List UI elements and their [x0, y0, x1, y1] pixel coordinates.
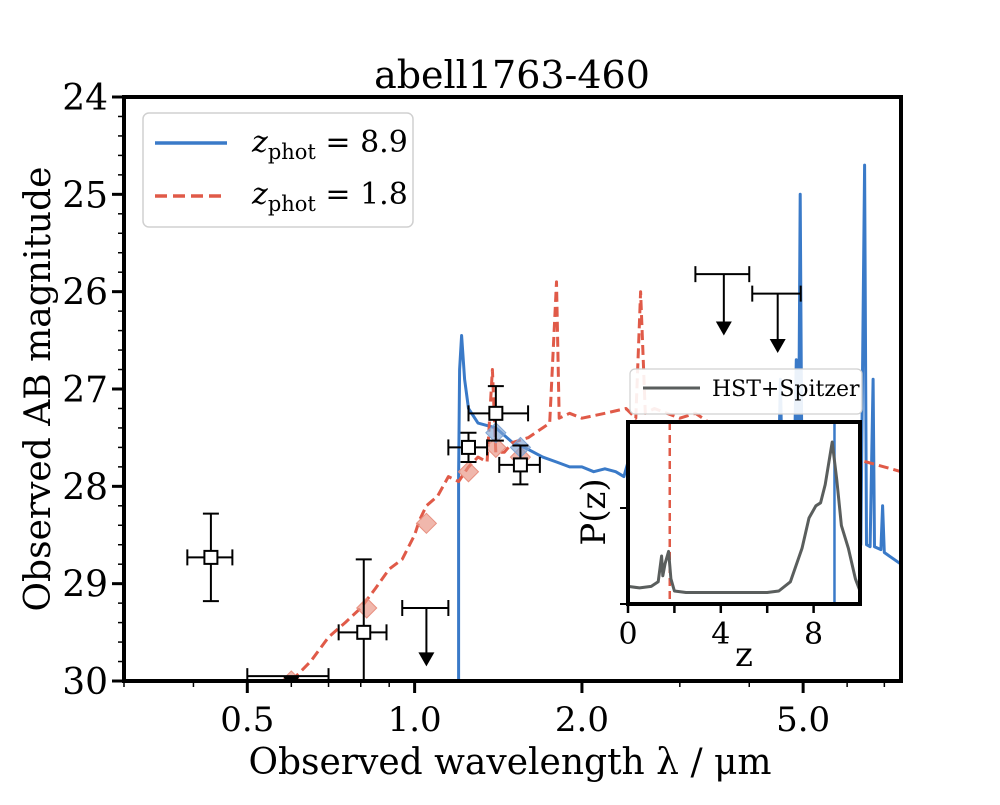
x-tick-label-2.0: 2.0 — [555, 700, 609, 740]
y-tick-label-26: 26 — [62, 273, 108, 314]
inset-frame — [626, 420, 862, 606]
model-phot-z1.8-4 — [485, 436, 507, 459]
observed-point-3 — [467, 385, 530, 442]
inset-x-tick-label-8: 8 — [804, 617, 823, 652]
y-tick-label-25: 25 — [62, 175, 108, 216]
model-phot-z1.8-1 — [356, 597, 378, 619]
legend-z8.9-suffix: = 8.9 — [316, 125, 408, 160]
y-tick-label-30: 30 — [62, 662, 108, 703]
legend-z8.9-prefix: z — [251, 125, 268, 160]
observed-point-1 — [337, 558, 388, 681]
inset-x-label: z — [735, 635, 753, 675]
legend-z1.8-suffix: = 1.8 — [316, 177, 408, 212]
observed-square — [203, 549, 219, 565]
legend-label-z1.8: zphot = 1.8 — [251, 177, 408, 216]
legend-z1.8-sub: phot — [268, 192, 317, 216]
y-tick-label-27: 27 — [62, 370, 108, 411]
observed-square — [460, 439, 476, 455]
model-phot-z1.8-3 — [457, 461, 480, 483]
model-phot-z1.8-2 — [415, 512, 438, 535]
upper-limit-3 — [751, 285, 802, 353]
y-axis-label: Observed AB magnitude — [18, 167, 59, 612]
observed-point-0 — [186, 512, 234, 603]
chart-title: abell1763-460 — [374, 53, 650, 97]
upper-limit-1 — [401, 600, 450, 667]
inset-x-tick-label-4: 4 — [711, 617, 730, 652]
x-tick-label-1.0: 1.0 — [388, 700, 442, 740]
observed-square — [356, 624, 372, 640]
y-tick-label-29: 29 — [62, 565, 108, 606]
observed-point-2 — [447, 431, 489, 463]
x-tick-label-5.0: 5.0 — [776, 700, 830, 740]
legend-z1.8-prefix: z — [251, 177, 268, 212]
inset-pz-curve — [628, 440, 860, 594]
legend-z8.9-sub: phot — [268, 140, 317, 164]
legend: zphot = 8.9 zphot = 1.8 — [142, 112, 414, 228]
inset-y-label: P(z) — [574, 478, 614, 545]
inset-legend-box — [629, 368, 863, 415]
limit-arrowhead — [769, 338, 786, 353]
x-axis-label: Observed wavelength λ / μm — [248, 742, 771, 783]
upper-limit-2 — [694, 266, 751, 336]
y-tick-label-28: 28 — [62, 467, 108, 508]
observed-point-4 — [498, 444, 541, 486]
observed-square — [488, 405, 504, 421]
inset-x-tick-label-0: 0 — [618, 617, 637, 652]
legend-label-z8.9: zphot = 8.9 — [251, 125, 408, 164]
x-tick-label-0.5: 0.5 — [220, 700, 274, 740]
y-tick-label-24: 24 — [62, 78, 108, 119]
observed-square — [512, 457, 528, 473]
limit-arrowhead — [418, 652, 435, 667]
inset: HST+Spitzer 0 4 8 P(z) z — [574, 368, 863, 675]
inset-legend-label: HST+Spitzer — [712, 377, 860, 402]
inset-background — [628, 422, 860, 604]
limit-arrowhead — [715, 321, 732, 336]
